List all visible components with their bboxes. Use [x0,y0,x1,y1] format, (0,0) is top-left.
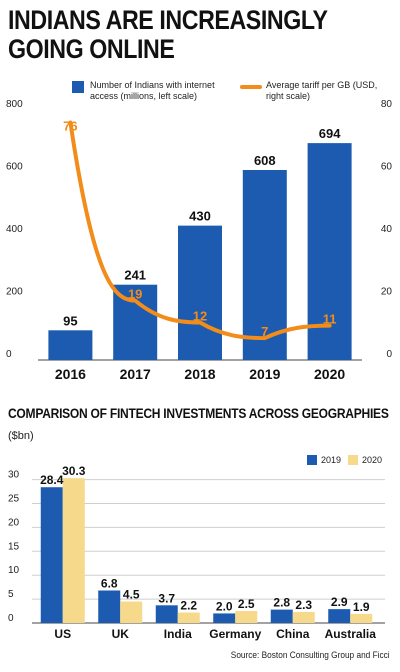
x-axis-country-label: China [276,627,310,641]
x-axis-country-label: India [164,627,192,641]
fintech-unit-label: ($bn) [8,430,34,442]
users-bar-label: 694 [319,126,341,141]
fintech-bar-2019 [40,487,63,623]
users-bar-label: 241 [124,268,146,283]
fintech-bar-2019 [213,613,236,623]
right-axis-tick: 20 [381,287,393,298]
x-axis-year-label: 2019 [249,366,280,382]
y-axis-tick: 0 [8,613,14,624]
left-axis-tick: 400 [6,224,23,235]
x-axis-year-label: 2020 [314,366,345,382]
fintech-bar-2020 [350,613,373,623]
left-axis-tick: 0 [6,349,12,360]
right-axis-tick: 80 [381,99,393,110]
tariff-point-label: 76 [63,119,77,134]
fintech-chart-title: COMPARISON OF FINTECH INVESTMENTS ACROSS… [8,405,389,421]
right-axis-tick: 40 [381,224,393,235]
legend-label-users: Number of Indians with internet access (… [90,80,215,101]
fintech-bar-2020 [177,612,200,623]
legend-swatch-tariff [240,85,262,89]
fintech-bar-2019 [98,590,121,623]
y-axis-tick: 15 [8,541,20,552]
x-axis-year-label: 2016 [55,366,86,382]
legend-label-2020: 2020 [362,455,383,465]
x-axis-country-label: US [54,627,71,641]
fintech-bar-label: 2.9 [331,595,348,609]
fintech-bar-2019 [155,605,178,623]
legend-label-tariff: Average tariff per GB (USD, right scale) [266,80,378,101]
right-axis-tick: 0 [386,349,392,360]
x-axis-country-label: Germany [209,627,261,641]
tariff-point-label: 19 [128,287,142,302]
users-bar [242,170,287,360]
left-axis-tick: 800 [6,99,23,110]
tariff-point-label: 12 [193,309,207,324]
fintech-bar-label: 2.0 [216,599,233,613]
x-axis-year-label: 2017 [120,366,151,382]
legend-label-2019: 2019 [321,455,342,465]
fintech-bar-2020 [292,612,315,623]
fintech-bar-2019 [328,609,351,623]
x-axis-country-label: Australia [325,627,377,641]
source-note: Source: Boston Consulting Group and Ficc… [231,650,390,660]
tariff-point-label: 11 [323,312,337,327]
internet-users-chart: 0 200 400 600 800 0 20 40 60 80 95 241 430 608 694 76 1… [6,99,393,382]
y-axis-tick: 25 [8,493,20,504]
y-axis-tick: 5 [8,589,14,600]
fintech-bar-label: 2.2 [180,598,197,612]
fintech-bar-label: 3.7 [158,591,175,605]
legend-swatch-2020 [348,455,358,465]
y-axis-tick: 30 [8,470,20,481]
users-bar [48,330,93,360]
x-axis-year-label: 2018 [184,366,215,382]
left-axis-tick: 600 [6,162,23,173]
users-bar-label: 608 [254,153,276,168]
fintech-bar-2020 [120,601,143,623]
fintech-bar-label: 28.4 [40,473,64,487]
users-bar-label: 430 [189,209,211,224]
tariff-line [68,120,332,341]
fintech-bar-label: 2.5 [238,597,255,611]
fintech-bar-label: 6.8 [101,576,118,590]
fintech-bar-label: 4.5 [123,587,140,601]
users-bar-label: 95 [63,313,77,328]
right-axis-tick: 60 [381,162,393,173]
legend-swatch-2019 [307,455,317,465]
x-axis-country-label: UK [112,627,130,641]
page-title: INDIANS ARE INCREASINGLY GOING ONLINE [8,5,328,64]
tariff-point-label: 7 [261,324,268,339]
fintech-bar-label: 30.3 [62,464,86,478]
fintech-bar-label: 1.9 [353,600,370,614]
users-bar [178,225,222,360]
legend-swatch-users [72,81,84,93]
fintech-bar-label: 2.3 [295,598,312,612]
fintech-bar-2020 [62,478,85,623]
y-axis-tick: 20 [8,517,20,528]
y-axis-tick: 10 [8,565,20,576]
left-axis-tick: 200 [6,287,23,298]
fintech-bar-2019 [270,609,293,623]
fintech-bar-2020 [235,611,258,623]
fintech-bar-label: 2.8 [273,596,290,610]
